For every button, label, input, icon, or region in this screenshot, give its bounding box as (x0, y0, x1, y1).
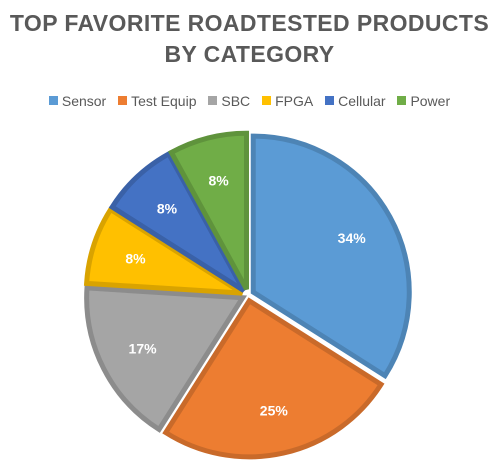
legend-swatch-fpga (262, 96, 272, 105)
legend-swatch-test-equip (118, 96, 128, 105)
pie-slice-sbc (84, 285, 248, 433)
pie-slice-power (167, 130, 250, 291)
legend-item-cellular: Cellular (325, 92, 386, 110)
pie-slice-fpga (83, 206, 244, 296)
pie-slice-cellular (108, 150, 247, 293)
legend-label-fpga: FPGA (275, 92, 314, 109)
legend-swatch-cellular (325, 96, 335, 105)
legend-item-test-equip: Test Equip (118, 92, 196, 110)
legend-swatch-sbc (208, 96, 218, 105)
legend-item-sbc: SBC (208, 92, 250, 110)
data-label-test-equip: 25% (260, 402, 289, 418)
chart-legend: Sensor Test Equip SBC FPGA Cellular Powe… (0, 91, 499, 110)
data-label-sbc: 17% (129, 341, 158, 357)
legend-swatch-power (397, 96, 407, 105)
legend-item-power: Power (397, 92, 450, 110)
legend-label-sensor: Sensor (61, 92, 107, 109)
legend-label-cellular: Cellular (338, 92, 386, 109)
data-label-sensor: 34% (338, 230, 367, 246)
legend-item-fpga: FPGA (262, 92, 313, 110)
legend-label-sbc: SBC (221, 92, 251, 109)
data-label-cellular: 8% (157, 201, 178, 217)
legend-item-sensor: Sensor (48, 92, 107, 110)
chart-title: TOP FAVORITE ROADTESTED PRODUCTS BY CATE… (0, 8, 499, 70)
data-label-power: 8% (208, 172, 229, 188)
chart-title-line-2: BY CATEGORY (164, 41, 335, 67)
legend-label-power: Power (410, 92, 451, 109)
data-label-fpga: 8% (125, 250, 146, 266)
legend-swatch-sensor (48, 96, 58, 105)
pie-slice-sensor (250, 133, 412, 380)
chart-title-line-1: TOP FAVORITE ROADTESTED PRODUCTS (9, 10, 490, 36)
legend-label-test-equip: Test Equip (131, 92, 197, 109)
pie-slice-test-equip (162, 297, 385, 460)
